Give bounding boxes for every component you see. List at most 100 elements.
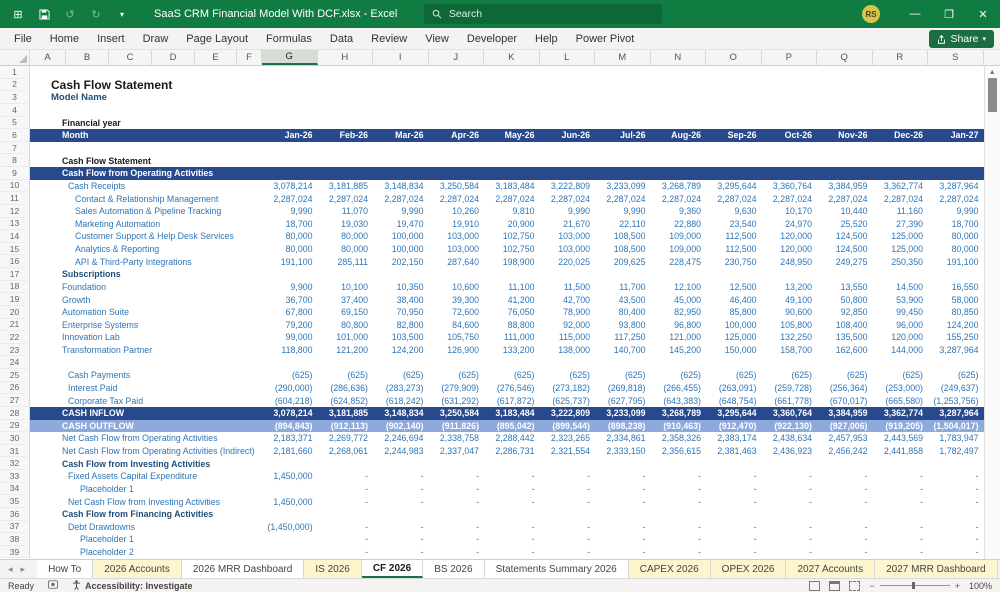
row-header-39[interactable]: 39 xyxy=(0,545,30,559)
cell-value[interactable]: (625) xyxy=(569,370,590,381)
cell-value[interactable]: 103,000 xyxy=(447,231,479,242)
row-header-30[interactable]: 30 xyxy=(0,432,30,445)
cell-value[interactable]: 85,800 xyxy=(729,307,757,318)
cell-value[interactable]: 37,400 xyxy=(341,294,368,305)
cell-value[interactable]: - xyxy=(642,471,646,482)
cell-value[interactable]: 133,200 xyxy=(502,345,535,356)
cell-value[interactable]: 103,000 xyxy=(558,231,590,242)
cell-value[interactable]: (273,182) xyxy=(552,382,590,393)
cell-value[interactable] xyxy=(762,356,818,369)
row-header-2[interactable]: 2 xyxy=(0,78,30,92)
column-header-I[interactable]: I xyxy=(373,50,429,65)
cell-value[interactable] xyxy=(318,104,374,117)
cell-value[interactable]: 19,030 xyxy=(341,218,368,229)
cell-value[interactable] xyxy=(318,268,374,281)
macro-record-icon[interactable] xyxy=(48,580,59,591)
cell-value[interactable]: (604,218) xyxy=(274,395,313,406)
cell-value[interactable] xyxy=(540,508,596,521)
sheet-tab-2026-accounts[interactable]: 2026 Accounts xyxy=(93,560,182,578)
row-label[interactable]: Contact & Relationship Management xyxy=(75,193,219,204)
row-label[interactable]: CASH OUTFLOW xyxy=(62,420,134,431)
cell-value[interactable] xyxy=(484,104,540,117)
row-label[interactable]: Subscriptions xyxy=(62,269,121,280)
cell-value[interactable]: - xyxy=(809,483,812,494)
row-header-29[interactable]: 29 xyxy=(0,419,30,433)
cell-value[interactable]: - xyxy=(642,483,646,494)
cell-value[interactable]: - xyxy=(975,483,979,494)
cell-value[interactable]: 2,287,024 xyxy=(495,193,535,204)
cell-value[interactable]: 1,450,000 xyxy=(273,471,313,482)
cell-value[interactable] xyxy=(928,457,984,470)
cell-value[interactable]: - xyxy=(420,471,424,482)
cell-value[interactable]: 3,181,885 xyxy=(328,408,368,419)
cell-value[interactable] xyxy=(429,167,485,180)
cell-value[interactable] xyxy=(318,79,374,92)
cell-value[interactable]: 103,500 xyxy=(391,332,424,343)
cell-value[interactable]: (625) xyxy=(680,370,701,381)
cell-value[interactable]: - xyxy=(587,547,590,558)
cell-value[interactable]: (276,546) xyxy=(496,382,535,393)
cell-value[interactable] xyxy=(318,457,374,470)
cell-value[interactable] xyxy=(706,154,762,167)
cell-value[interactable]: 80,000 xyxy=(341,244,368,255)
cell-value[interactable]: - xyxy=(698,521,701,532)
column-header-G[interactable]: G xyxy=(262,50,318,65)
cell-value[interactable] xyxy=(873,268,929,281)
cell-value[interactable] xyxy=(762,142,818,155)
qat-customize-caret-icon[interactable]: ▾ xyxy=(119,9,124,19)
cell-value[interactable]: 228,475 xyxy=(669,256,701,267)
cell-value[interactable]: - xyxy=(753,496,757,507)
cell-value[interactable]: 249,275 xyxy=(835,256,868,267)
cell-value[interactable]: 2,438,634 xyxy=(772,433,812,444)
zoom-knob[interactable] xyxy=(911,582,915,589)
cell-value[interactable]: - xyxy=(365,471,368,482)
cell-value[interactable]: (625) xyxy=(846,370,868,381)
cell-value[interactable] xyxy=(540,104,596,117)
column-header-J[interactable]: J xyxy=(429,50,484,65)
page-break-view-icon[interactable] xyxy=(849,580,861,591)
cell-value[interactable]: - xyxy=(864,483,868,494)
cell-value[interactable] xyxy=(540,457,596,470)
cell-value[interactable] xyxy=(595,66,651,79)
cell-value[interactable]: 21,670 xyxy=(563,218,590,229)
cell-value[interactable] xyxy=(429,268,485,281)
cell-value[interactable]: (631,292) xyxy=(441,395,479,406)
row-label[interactable]: Automation Suite xyxy=(62,307,129,318)
cell-value[interactable]: (665,580) xyxy=(885,395,923,406)
cell-value[interactable] xyxy=(873,104,929,117)
cell-value[interactable] xyxy=(373,356,429,369)
cell-value[interactable] xyxy=(873,508,929,521)
cell-value[interactable]: 2,436,923 xyxy=(772,446,812,457)
cell-value[interactable]: 69,150 xyxy=(341,307,368,318)
row-label[interactable]: Cash Flow Statement xyxy=(62,155,151,166)
cell-value[interactable] xyxy=(762,268,818,281)
cell-value[interactable]: 80,000 xyxy=(285,244,313,255)
row-header-13[interactable]: 13 xyxy=(0,217,30,231)
cell-value[interactable] xyxy=(484,91,540,104)
row-header-20[interactable]: 20 xyxy=(0,305,30,319)
menu-tab-draw[interactable]: Draw xyxy=(142,32,169,45)
cell-value[interactable]: 80,000 xyxy=(951,231,979,242)
cell-value[interactable]: 3,233,099 xyxy=(606,180,646,191)
cell-value[interactable]: 120,000 xyxy=(780,231,812,242)
cell-value[interactable] xyxy=(595,508,651,521)
cell-value[interactable]: - xyxy=(420,496,424,507)
cell-value[interactable] xyxy=(262,457,318,470)
cell-value[interactable]: 9,630 xyxy=(734,206,757,217)
cell-value[interactable] xyxy=(928,117,984,130)
cell-value[interactable]: 2,244,983 xyxy=(384,446,424,457)
page-layout-view-icon[interactable] xyxy=(829,580,841,591)
cell-value[interactable] xyxy=(484,79,540,92)
minimize-button[interactable]: — xyxy=(909,8,921,20)
column-header-K[interactable]: K xyxy=(484,50,540,65)
column-header-B[interactable]: B xyxy=(66,50,109,65)
row-label[interactable]: Enterprise Systems xyxy=(62,319,139,330)
menu-tab-review[interactable]: Review xyxy=(371,32,408,45)
row-label[interactable]: Placeholder 1 xyxy=(80,534,134,545)
cell-value[interactable]: 120,000 xyxy=(780,244,812,255)
cell-value[interactable] xyxy=(928,66,984,79)
column-header-R[interactable]: R xyxy=(873,50,928,65)
cell-value[interactable] xyxy=(873,457,929,470)
cell-value[interactable]: (1,504,017) xyxy=(933,420,979,431)
row-header-23[interactable]: 23 xyxy=(0,343,30,357)
